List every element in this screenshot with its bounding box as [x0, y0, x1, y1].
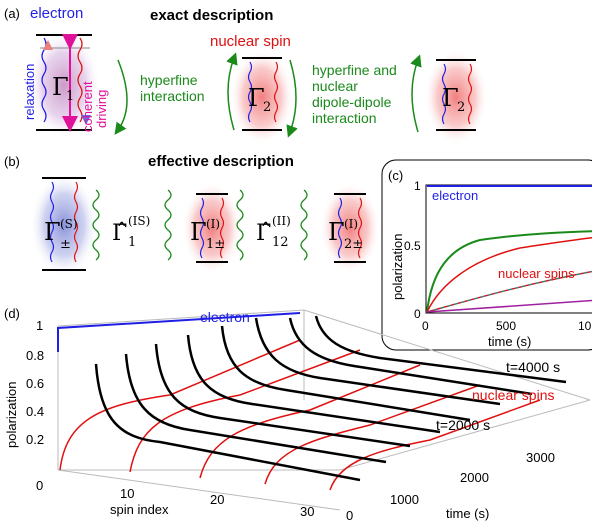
panel-c-fit-curve — [426, 271, 592, 313]
time-tick-1000: 1000 — [390, 492, 419, 507]
gamma-1i-sub: 1± — [206, 237, 225, 252]
hfd-label-1: hyperfine and — [312, 62, 397, 78]
wave-ii-left — [236, 189, 244, 261]
gamma2b-box: Γ 2 — [410, 49, 488, 145]
panel-a-tag: (a) — [4, 6, 20, 21]
time-tick-2000: 2000 — [460, 470, 489, 485]
panel-c-xtick-0: 0 — [422, 319, 429, 333]
hyperfine-arrow — [114, 59, 128, 135]
panel-c-ylabel: polarization — [390, 234, 405, 301]
time-tick-0: 0 — [346, 508, 353, 523]
panel-c-ytick-1: 1 — [414, 179, 421, 193]
gamma2b-sub: 2 — [457, 100, 465, 115]
gamma-2i-sup: (I) — [344, 217, 358, 231]
wave-ii-right — [300, 189, 308, 261]
gamma-1i-box: Γ (I) 1± — [182, 182, 242, 274]
panel-c-curve-green — [426, 230, 592, 313]
panel-c-xtick-10: 10 — [578, 319, 592, 333]
hyperfine-label-1: hyperfine — [140, 72, 198, 88]
electron-label: electron — [30, 5, 83, 22]
gamma1-symbol: Γ — [52, 73, 69, 101]
panel-d: (d) 1 0.8 0.6 0.4 0.2 0 polarization 10 … — [4, 306, 591, 523]
time-tick-3000: 3000 — [526, 450, 555, 465]
panel-d-xlabel-index: spin index — [110, 502, 169, 517]
index-tick-10: 10 — [120, 486, 134, 501]
hfd-label-3: dipole-dipole — [312, 94, 392, 110]
gamma-is-symbol: Γ̂ — [112, 221, 127, 246]
panel-c-curve-purple — [426, 299, 592, 313]
gamma-is-sup: (IS) — [128, 214, 150, 228]
panel-c-ytick-0: 0 — [414, 307, 421, 321]
panel-c-xtick-500: 500 — [496, 319, 516, 333]
ztick-04: 0.4 — [26, 404, 44, 419]
t2000-label: t=2000 s — [436, 417, 490, 433]
panel-d-ylabel: polarization — [4, 382, 19, 449]
panel-a: (a) electron exact description Γ 1 relax… — [4, 5, 488, 145]
panel-c-nuclear-label: nuclear spins — [498, 266, 575, 281]
gamma2b-symbol: Γ — [442, 84, 459, 112]
panel-d-tag: (d) — [4, 306, 20, 321]
panel-d-electron-line — [57, 312, 301, 352]
ztick-08: 0.8 — [26, 348, 44, 363]
gamma-2i-symbol: Γ — [328, 218, 345, 246]
dipole-arrow-right — [286, 59, 298, 138]
panel-b: (b) effective description Γ (S) ± Γ̂ (IS… — [4, 153, 380, 277]
gamma1-box: Γ 1 relaxation coherent driving — [22, 30, 109, 140]
index-tick-30: 30 — [300, 504, 314, 519]
index-tick-20: 20 — [210, 492, 224, 507]
gamma-2i-box: Γ (I) 2± — [320, 182, 380, 274]
gamma-s-sub: ± — [60, 237, 71, 252]
gamma-1i-sup: (I) — [206, 217, 220, 231]
hfd-label-2: nuclear — [312, 78, 358, 94]
gamma-1i-symbol: Γ — [190, 218, 207, 246]
hfd-label-4: interaction — [312, 110, 377, 126]
nuclear-spin-label: nuclear spin — [210, 33, 291, 50]
relaxation-label: relaxation — [22, 64, 37, 120]
panel-c: (c) 1 0.5 0 0 500 10 polarization time (… — [381, 159, 592, 351]
effective-description-title: effective description — [148, 153, 294, 170]
panel-d-electron-label: electron — [200, 309, 250, 325]
panel-c-xlabel: time (s) — [488, 334, 531, 349]
gamma-2i-sub: 2± — [344, 237, 363, 252]
panel-c-electron-label: electron — [432, 188, 478, 203]
exact-description-title: exact description — [150, 7, 273, 24]
hyperfine-label-2: interaction — [140, 88, 205, 104]
gamma2a-sub: 2 — [263, 100, 271, 115]
panel-c-curve-red-1 — [426, 236, 592, 313]
gamma-ii-sup: (II) — [272, 214, 291, 228]
gamma-s-box: Γ (S) ± — [30, 173, 98, 277]
gamma-ii-symbol: Γ̂ — [256, 221, 271, 246]
t4000-label: t=4000 s — [506, 359, 560, 375]
panel-c-frame — [381, 159, 592, 351]
gamma1-sub: 1 — [66, 89, 74, 104]
ztick-0: 0 — [36, 478, 43, 493]
wave-is-right — [164, 189, 172, 261]
ztick-1: 1 — [36, 318, 43, 333]
gamma2a-symbol: Γ — [248, 84, 265, 112]
panel-d-box — [57, 309, 591, 511]
gamma2a-box: Γ 2 — [230, 49, 294, 145]
coherent-label: coherent — [80, 81, 95, 132]
panel-d-black-curves — [94, 315, 567, 482]
panel-d-xlabel-time: time (s) — [446, 506, 489, 521]
panel-c-tag: (c) — [388, 168, 403, 183]
panel-d-nuclear-label: nuclear spins — [472, 387, 555, 403]
hyperfine-return-arrow — [226, 52, 238, 131]
panel-c-ytick-05: 0.5 — [404, 239, 421, 253]
ztick-02: 0.2 — [26, 432, 44, 447]
panel-b-tag: (b) — [4, 154, 20, 169]
driving-label: driving — [94, 90, 109, 128]
wave-is-left — [92, 189, 100, 261]
gamma-s-sup: (S) — [60, 217, 78, 231]
gamma-is-sub: 1 — [128, 235, 136, 250]
gamma-ii-sub: 12 — [272, 235, 289, 250]
gamma-s-symbol: Γ — [44, 218, 61, 246]
ztick-06: 0.6 — [26, 376, 44, 391]
